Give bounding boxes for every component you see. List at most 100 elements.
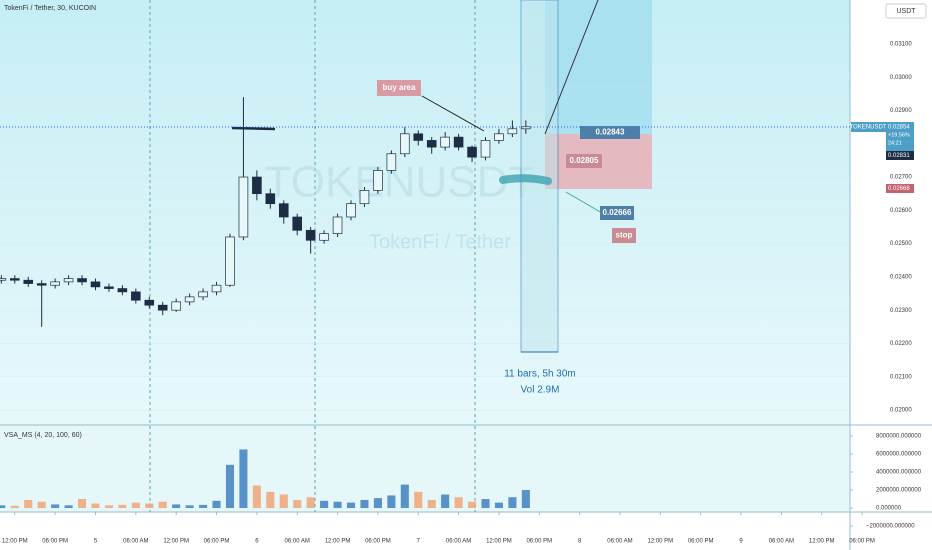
volume-bar bbox=[131, 502, 140, 509]
volume-bar bbox=[199, 504, 208, 509]
volume-bar bbox=[118, 504, 127, 509]
currency-button[interactable] bbox=[885, 3, 927, 19]
volume-bar bbox=[145, 503, 154, 509]
x-tick-label: 06:00 PM bbox=[204, 539, 230, 545]
candle-body bbox=[359, 190, 370, 205]
y2-tick-label: 0.000000 bbox=[876, 506, 902, 512]
x-tick-label: 06:00 AM bbox=[769, 539, 794, 545]
volume-bar bbox=[400, 484, 409, 509]
y-tick-label: 0.03000 bbox=[890, 75, 912, 81]
x-tick-label: 06:00 AM bbox=[446, 539, 471, 545]
candle-body bbox=[77, 278, 87, 283]
candle-body bbox=[0, 278, 7, 281]
y2-tick-label: 2000000.000000 bbox=[876, 488, 922, 494]
candle-body bbox=[198, 291, 208, 298]
candle-body bbox=[440, 136, 450, 148]
candle-body bbox=[144, 299, 155, 306]
callout-line bbox=[421, 95, 485, 132]
countdown: 24:21 bbox=[888, 140, 902, 146]
bid: 0.02831 bbox=[888, 153, 910, 159]
volume-bar bbox=[468, 501, 477, 509]
x-tick-label: 8 bbox=[578, 539, 582, 545]
x-tick-label: 06:00 PM bbox=[526, 539, 552, 545]
volume-bar bbox=[225, 464, 235, 509]
y2-tick-label: 4000000.000000 bbox=[876, 470, 922, 476]
volume-bar bbox=[333, 501, 342, 509]
y2-tick-label: 6000000.000000 bbox=[876, 452, 922, 458]
volume-bar bbox=[51, 504, 60, 509]
label-box bbox=[600, 206, 634, 220]
chart-title: TokenFi / Tether, 30, KUCOIN bbox=[4, 5, 96, 12]
candle-body bbox=[225, 236, 235, 286]
label-box bbox=[566, 154, 602, 168]
y-tick-label: 0.02300 bbox=[890, 308, 912, 314]
x-tick-label: 06:00 PM bbox=[42, 539, 68, 545]
y-tick-label: 0.02600 bbox=[890, 208, 912, 214]
y-tick-label: 0.02900 bbox=[890, 108, 912, 114]
x-tick-label: 6 bbox=[255, 539, 259, 545]
volume-bar bbox=[521, 490, 530, 509]
label-box bbox=[580, 126, 640, 139]
volume-bar bbox=[212, 500, 221, 509]
volume-bar bbox=[454, 497, 463, 509]
x-tick-label: 06:00 AM bbox=[607, 539, 632, 545]
candle-body bbox=[521, 126, 531, 130]
annotation: buy area bbox=[383, 83, 416, 92]
x-tick-label: 12:00 PM bbox=[486, 539, 512, 545]
candle-body bbox=[36, 283, 47, 286]
price: 0.02854 bbox=[888, 125, 910, 131]
indicator-name: VSA_MS (4, 20, 100, 60) bbox=[4, 432, 82, 439]
volume-bar bbox=[239, 449, 248, 509]
x-tick-label: 12:00 PM bbox=[2, 539, 28, 545]
callout-line bbox=[565, 191, 603, 214]
x-tick-label: 06:00 PM bbox=[688, 539, 714, 545]
volume-bar bbox=[346, 502, 356, 509]
volume-bar bbox=[306, 497, 315, 509]
candle-body bbox=[104, 286, 114, 289]
range-volume: Vol 2.9M bbox=[521, 385, 560, 396]
candle-body bbox=[10, 278, 20, 281]
candle-body bbox=[467, 146, 477, 158]
last-price: TOKENUSDT 0.02854 +19.56% 24:21 0.02831 … bbox=[850, 122, 914, 193]
candle-body bbox=[131, 291, 141, 301]
x-tick-label: 7 bbox=[417, 539, 421, 545]
x-tick-label: 9 bbox=[739, 539, 743, 545]
volume-bar bbox=[373, 498, 382, 509]
candle-body bbox=[171, 301, 181, 311]
y2-tick-label: −2000000.000000 bbox=[866, 524, 915, 530]
candle-body bbox=[453, 136, 464, 148]
x-tick-label: 06:00 PM bbox=[365, 539, 391, 545]
candle-body bbox=[117, 288, 128, 293]
x-tick-label: 06:00 AM bbox=[285, 539, 310, 545]
candle-body bbox=[332, 216, 343, 234]
volume-bar bbox=[10, 505, 19, 509]
y2-tick-label: 8000000.000000 bbox=[876, 434, 922, 440]
candle-body bbox=[292, 216, 303, 231]
volume-bar bbox=[37, 501, 46, 509]
candle-body bbox=[413, 133, 424, 141]
volume-bar bbox=[279, 494, 288, 509]
annotation-box bbox=[377, 80, 421, 96]
target-zone bbox=[545, 0, 652, 134]
target-label: 0.02805 bbox=[570, 156, 599, 165]
volume-bar bbox=[494, 502, 503, 509]
volume-bar bbox=[387, 495, 396, 509]
volume-bar bbox=[91, 503, 100, 509]
candle-body bbox=[305, 229, 316, 241]
x-tick-label: 12:00 PM bbox=[325, 539, 351, 545]
x-tick-label: 12:00 PM bbox=[809, 539, 835, 545]
volume-bar bbox=[481, 499, 490, 509]
candle-body bbox=[386, 153, 397, 171]
y-tick-label: 0.03100 bbox=[890, 42, 912, 48]
volume-bar bbox=[414, 491, 423, 509]
volume-bar bbox=[24, 499, 33, 509]
candle-body bbox=[211, 284, 222, 293]
currency: USDT bbox=[896, 8, 916, 15]
watermark: TOKENUSDT bbox=[265, 158, 536, 207]
y-tick-label: 0.02000 bbox=[890, 408, 912, 414]
candle-body bbox=[346, 203, 356, 218]
candle-body bbox=[278, 203, 289, 218]
x-tick-label: 12:00 PM bbox=[647, 539, 673, 545]
candle-body bbox=[252, 176, 262, 195]
